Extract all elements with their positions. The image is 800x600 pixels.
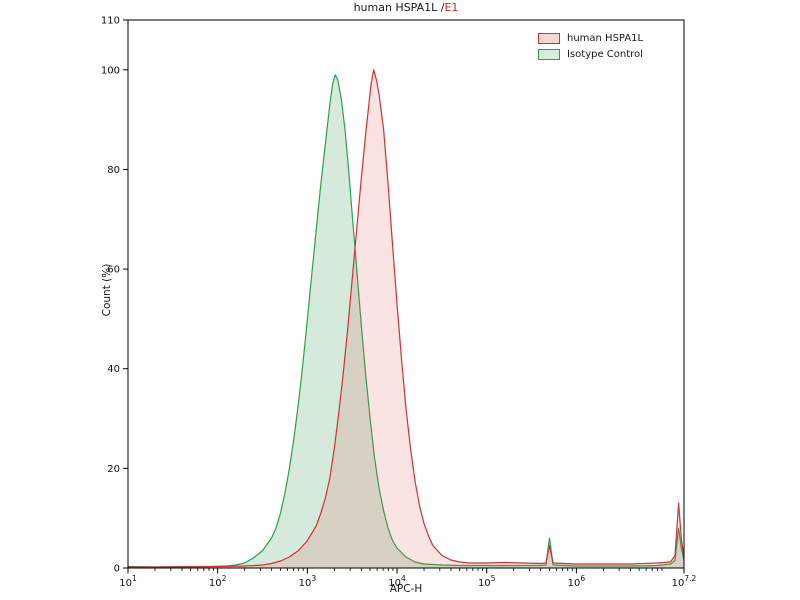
x-tick-label: 103: [299, 574, 317, 589]
series-area-human-hspa1l: [128, 69, 684, 569]
x-tick-label: 106: [568, 574, 586, 589]
legend: human HSPA1L Isotype Control: [538, 33, 643, 65]
x-tick-label: 107.2: [672, 574, 697, 589]
x-tick-label: 102: [209, 574, 227, 589]
y-tick-label: 100: [101, 65, 120, 76]
legend-swatch-green: [538, 49, 560, 60]
y-tick-label: 110: [101, 16, 120, 27]
series-line-human-hspa1l: [128, 69, 685, 568]
x-tick-label: 104: [388, 574, 406, 589]
legend-item-hspa1l: human HSPA1L: [538, 33, 643, 44]
series-line-isotype-control: [127, 74, 685, 568]
y-tick-label: 0: [114, 564, 120, 575]
chart-title-accent: E1: [444, 1, 459, 14]
legend-item-isotype: Isotype Control: [538, 49, 643, 60]
legend-swatch-red: [538, 33, 560, 44]
y-tick-label: 40: [107, 364, 120, 375]
x-tick-label: 101: [119, 574, 137, 589]
plot-border: [127, 19, 685, 569]
x-tick-label: 105: [478, 574, 496, 589]
y-axis-title: Count (%): [101, 263, 113, 317]
legend-label: human HSPA1L: [567, 33, 644, 44]
legend-label: Isotype Control: [567, 49, 643, 60]
y-tick-label: 60: [107, 265, 120, 276]
y-tick-label: 80: [107, 165, 120, 176]
chart-title: human HSPA1L /E1: [128, 1, 684, 14]
chart-title-main: human HSPA1L /: [353, 1, 445, 14]
x-axis-title: APC-H: [389, 583, 423, 595]
y-tick-label: 20: [107, 464, 120, 475]
